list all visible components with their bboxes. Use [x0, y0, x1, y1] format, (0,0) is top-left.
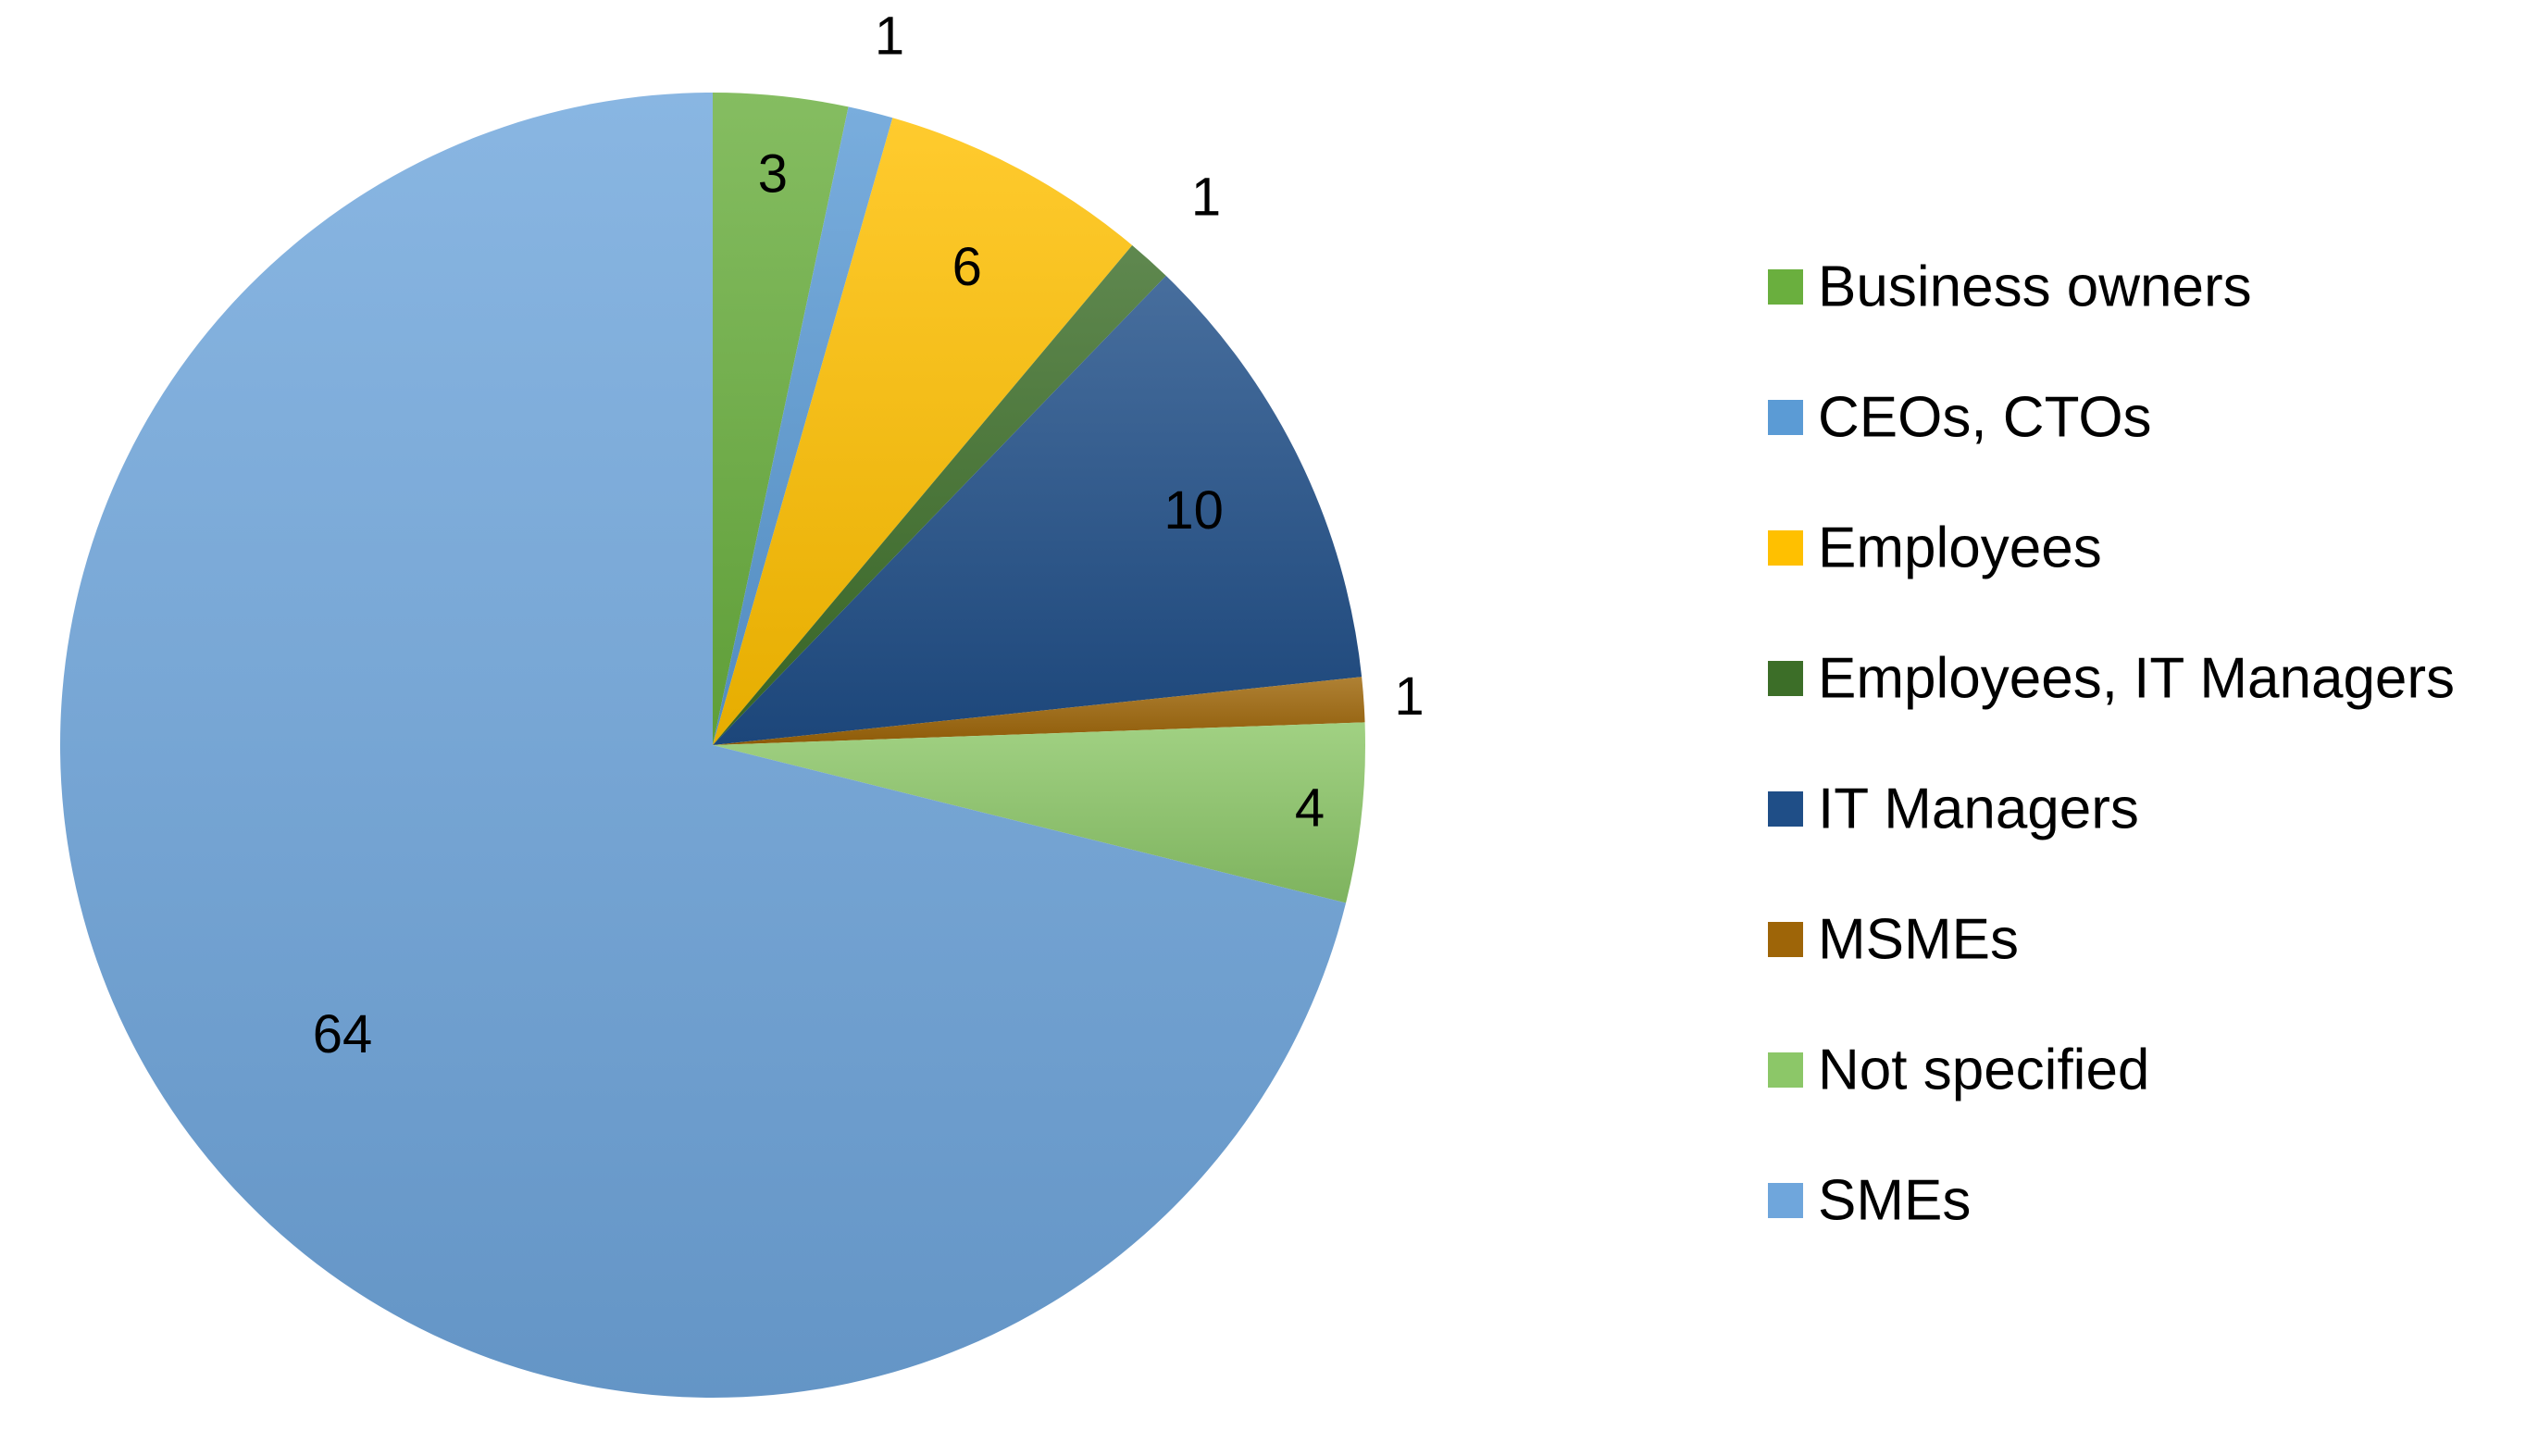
legend-label-business-owners: Business owners — [1818, 255, 2252, 319]
legend-item-msmes: MSMEs — [1768, 908, 2019, 972]
legend-item-smes: SMEs — [1768, 1169, 1971, 1233]
data-label-smes: 64 — [313, 1004, 373, 1064]
pie-slice-employees — [713, 118, 1133, 746]
pie-slice-msmes — [713, 677, 1365, 745]
pie-slice-employees-it-managers — [713, 244, 1166, 745]
legend-item-business-owners: Business owners — [1768, 255, 2252, 319]
legend-label-msmes: MSMEs — [1818, 908, 2019, 972]
data-label-not-specified: 4 — [1295, 778, 1325, 838]
legend-item-employees-it-managers: Employees, IT Managers — [1768, 647, 2455, 711]
legend-swatch-smes — [1768, 1183, 1803, 1218]
legend-item-ceos-ctos: CEOs, CTOs — [1768, 386, 2152, 450]
legend-swatch-ceos-ctos — [1768, 400, 1803, 435]
legend-label-smes: SMEs — [1818, 1169, 1971, 1233]
pie-slice-smes — [59, 93, 1347, 1398]
pie-slice-it-managers — [713, 275, 1363, 745]
pie-slice-not-specified — [713, 722, 1365, 903]
pie-slice-ceos-ctos — [713, 106, 893, 745]
data-labels: 3 1 6 1 10 1 4 64 — [313, 6, 1425, 1064]
legend-item-employees: Employees — [1768, 516, 2102, 580]
legend-label-not-specified: Not specified — [1818, 1039, 2149, 1102]
legend-item-not-specified: Not specified — [1768, 1039, 2149, 1102]
pie-slices — [59, 93, 1365, 1398]
legend-label-employees: Employees — [1818, 516, 2102, 580]
legend-label-it-managers: IT Managers — [1818, 778, 2139, 841]
data-label-employees-it-managers: 1 — [1191, 167, 1221, 227]
legend-swatch-employees — [1768, 530, 1803, 566]
legend-item-it-managers: IT Managers — [1768, 778, 2139, 841]
legend-swatch-not-specified — [1768, 1052, 1803, 1088]
legend: Business owners CEOs, CTOs Employees Employ… — [1768, 255, 2455, 1233]
legend-swatch-business-owners — [1768, 269, 1803, 305]
legend-swatch-employees-it-managers — [1768, 661, 1803, 696]
legend-swatch-it-managers — [1768, 791, 1803, 827]
data-label-employees: 6 — [952, 237, 982, 297]
legend-label-employees-it-managers: Employees, IT Managers — [1818, 647, 2455, 711]
legend-swatch-msmes — [1768, 922, 1803, 957]
pie-slice-business-owners — [713, 93, 849, 745]
data-label-business-owners: 3 — [758, 143, 788, 204]
data-label-ceos-ctos: 1 — [875, 6, 904, 66]
data-label-msmes: 1 — [1394, 666, 1424, 727]
legend-label-ceos-ctos: CEOs, CTOs — [1818, 386, 2152, 450]
data-label-it-managers: 10 — [1163, 480, 1224, 541]
